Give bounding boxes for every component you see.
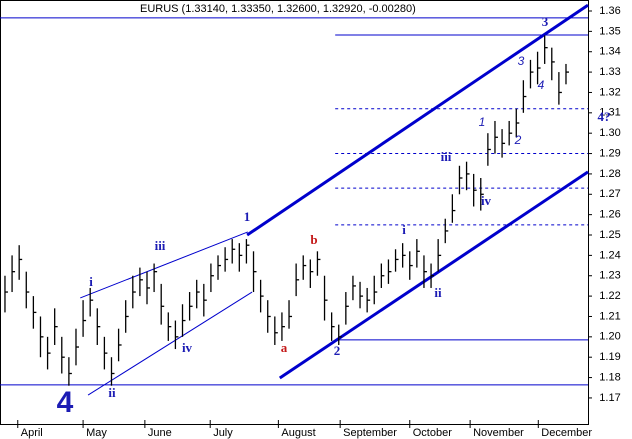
y-tick-label: 1.19 <box>599 351 620 363</box>
x-tick-label: September <box>343 427 397 439</box>
wave-label: 4 <box>57 386 74 419</box>
y-tick-label: 1.25 <box>599 229 620 241</box>
x-tick-label: April <box>21 427 43 439</box>
wave-label: 3 <box>518 54 525 68</box>
wave-label: b <box>310 232 317 247</box>
y-tick-label: 1.23 <box>599 270 620 282</box>
y-tick-label: 1.33 <box>599 66 620 78</box>
wave-label: 1 <box>479 115 486 129</box>
x-tick-label: June <box>148 427 172 439</box>
x-tick-label: December <box>541 427 592 439</box>
wave-label: a <box>281 340 288 355</box>
trend-line <box>87 291 253 396</box>
x-tick-label: July <box>213 427 233 439</box>
wave-label: iii <box>155 238 166 253</box>
x-tick-label: October <box>413 427 452 439</box>
y-tick-label: 1.24 <box>599 249 620 261</box>
y-tick-label: 1.27 <box>599 188 620 200</box>
x-tick-label: August <box>281 427 315 439</box>
y-tick-label: 1.28 <box>599 168 620 180</box>
y-tick-label: 1.31 <box>599 107 620 119</box>
wave-label: 2 <box>514 133 522 147</box>
wave-label: iv <box>182 340 193 355</box>
y-tick-label: 1.35 <box>599 25 620 37</box>
trend-line <box>246 3 589 237</box>
y-tick-label: 1.18 <box>599 371 620 383</box>
chart-title: EURUS (1.33140, 1.33350, 1.32600, 1.3292… <box>140 3 416 15</box>
y-tick-label: 1.32 <box>599 86 620 98</box>
y-tick-label: 1.26 <box>599 209 620 221</box>
y-tick-label: 1.30 <box>599 127 620 139</box>
wave-label: i <box>89 274 93 289</box>
wave-label: iv <box>481 193 492 208</box>
y-tick-label: 1.22 <box>599 290 620 302</box>
y-tick-label: 1.36 <box>599 5 620 17</box>
trend-line <box>80 231 249 299</box>
wave-label: 4 <box>538 78 545 92</box>
wave-label: ii <box>434 285 442 300</box>
wave-label: 4? <box>598 109 611 124</box>
wave-label: 2 <box>334 343 341 358</box>
y-tick-label: 1.20 <box>599 331 620 343</box>
x-tick-label: November <box>473 427 524 439</box>
wave-label: iii <box>441 149 452 164</box>
y-tick-label: 1.17 <box>599 392 620 404</box>
wave-label: 1 <box>244 209 251 224</box>
y-tick-label: 1.34 <box>599 46 620 58</box>
y-tick-label: 1.21 <box>599 310 620 322</box>
wave-label: ii <box>108 385 116 400</box>
trend-line <box>278 170 589 380</box>
y-tick-label: 1.29 <box>599 147 620 159</box>
wave-label: 3 <box>542 14 549 29</box>
wave-label: i <box>402 222 406 237</box>
x-tick-label: May <box>86 427 107 439</box>
